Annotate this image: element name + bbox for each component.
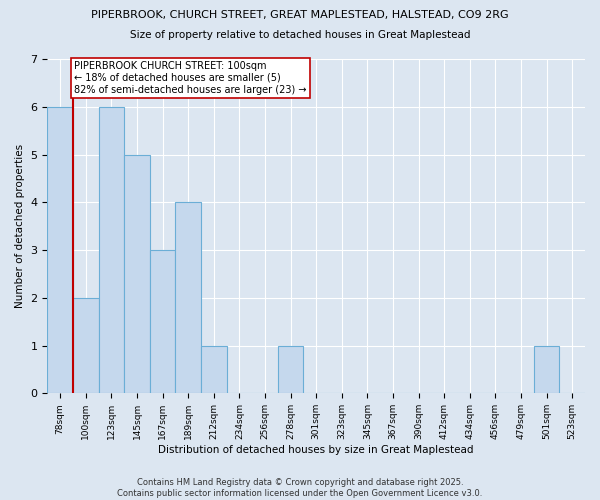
Bar	[47, 107, 73, 394]
Text: Contains HM Land Registry data © Crown copyright and database right 2025.
Contai: Contains HM Land Registry data © Crown c…	[118, 478, 482, 498]
Text: PIPERBROOK, CHURCH STREET, GREAT MAPLESTEAD, HALSTEAD, CO9 2RG: PIPERBROOK, CHURCH STREET, GREAT MAPLEST…	[91, 10, 509, 20]
Bar	[73, 298, 98, 394]
Y-axis label: Number of detached properties: Number of detached properties	[15, 144, 25, 308]
Bar	[278, 346, 304, 394]
Text: PIPERBROOK CHURCH STREET: 100sqm
← 18% of detached houses are smaller (5)
82% of: PIPERBROOK CHURCH STREET: 100sqm ← 18% o…	[74, 62, 307, 94]
Text: Size of property relative to detached houses in Great Maplestead: Size of property relative to detached ho…	[130, 30, 470, 40]
Bar	[534, 346, 559, 394]
Bar	[201, 346, 227, 394]
Bar	[150, 250, 175, 394]
Bar	[175, 202, 201, 394]
Bar	[98, 107, 124, 394]
Bar	[124, 154, 150, 394]
X-axis label: Distribution of detached houses by size in Great Maplestead: Distribution of detached houses by size …	[158, 445, 474, 455]
